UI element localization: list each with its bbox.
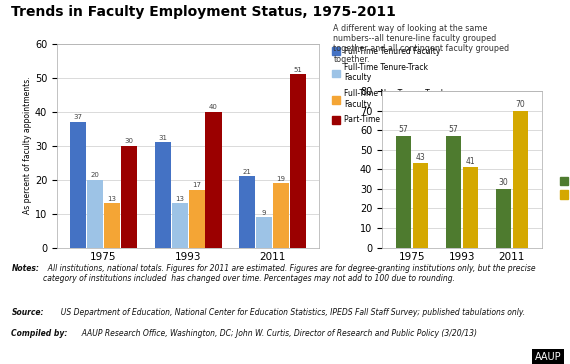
Y-axis label: As percent of faculty appointments.: As percent of faculty appointments. <box>23 77 32 214</box>
Text: 17: 17 <box>192 182 201 189</box>
Bar <box>496 189 511 248</box>
Text: 19: 19 <box>276 175 286 182</box>
Text: 31: 31 <box>158 135 167 141</box>
Legend: Full-Time Tenured Faculty, Full-Time Tenure-Track
Faculty, Full-Time Non-Tenure-: Full-Time Tenured Faculty, Full-Time Ten… <box>331 46 447 126</box>
Text: 43: 43 <box>416 153 425 162</box>
Bar <box>273 183 289 248</box>
Text: 51: 51 <box>294 67 303 73</box>
Text: 70: 70 <box>515 100 525 109</box>
Text: Notes:: Notes: <box>11 264 39 273</box>
Bar <box>290 74 306 248</box>
Bar <box>239 176 255 248</box>
Text: AAUP Research Office, Washington, DC; John W. Curtis, Director of Research and P: AAUP Research Office, Washington, DC; Jo… <box>77 329 477 339</box>
Bar <box>154 142 171 248</box>
Bar <box>172 203 188 248</box>
Bar <box>87 179 103 248</box>
Text: Source:: Source: <box>11 308 44 317</box>
Text: AAUP: AAUP <box>535 352 561 362</box>
Bar <box>205 112 222 248</box>
Text: 21: 21 <box>243 169 252 175</box>
Text: 41: 41 <box>465 157 475 166</box>
Bar <box>121 146 137 248</box>
Bar <box>446 136 461 248</box>
Text: 20: 20 <box>91 172 100 178</box>
Text: 57: 57 <box>398 126 408 134</box>
Text: Trends in Faculty Employment Status, 1975-2011: Trends in Faculty Employment Status, 197… <box>11 5 396 19</box>
Text: 57: 57 <box>449 126 458 134</box>
Text: All institutions, national totals. Figures for 2011 are estimated. Figures are f: All institutions, national totals. Figur… <box>43 264 535 283</box>
Bar <box>256 217 272 248</box>
Bar <box>413 163 428 248</box>
Text: Compiled by:: Compiled by: <box>11 329 68 339</box>
Text: 37: 37 <box>74 114 83 120</box>
Legend: Tenure-Line, Contingent: Tenure-Line, Contingent <box>558 175 570 201</box>
Bar <box>396 136 411 248</box>
Text: 13: 13 <box>108 196 116 202</box>
Bar <box>189 190 205 248</box>
Text: 30: 30 <box>124 138 133 144</box>
Bar <box>463 167 478 248</box>
Text: A different way of looking at the same
numbers--all tenure-line faculty grouped
: A different way of looking at the same n… <box>333 24 510 64</box>
Bar <box>70 122 86 248</box>
Bar <box>512 111 528 248</box>
Text: US Department of Education, National Center for Education Statistics, IPEDS Fall: US Department of Education, National Cen… <box>56 308 525 317</box>
Text: 30: 30 <box>498 178 508 187</box>
Text: 13: 13 <box>175 196 184 202</box>
Bar <box>104 203 120 248</box>
Text: 9: 9 <box>262 210 266 215</box>
Text: 40: 40 <box>209 104 218 110</box>
